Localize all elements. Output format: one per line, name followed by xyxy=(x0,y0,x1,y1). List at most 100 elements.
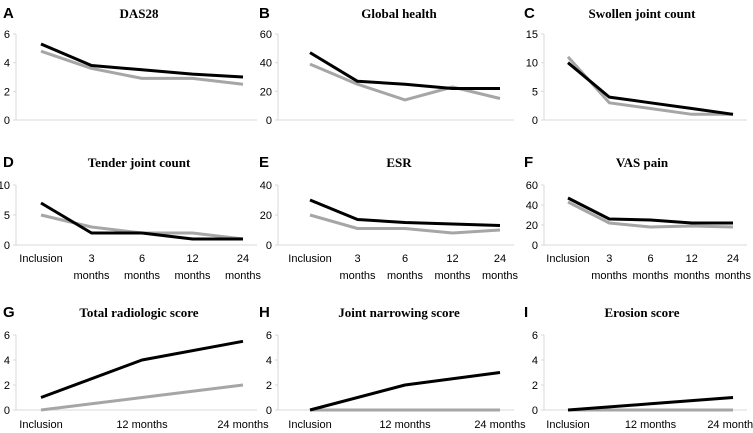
chart-title: VAS pain xyxy=(616,155,669,170)
y-tick-label: 2 xyxy=(532,380,538,392)
x-tick-label: Inclusion xyxy=(546,253,589,265)
y-tick-label: 2 xyxy=(4,86,10,98)
panel-letter: E xyxy=(259,154,269,171)
series-line-black xyxy=(567,61,734,116)
series-line-gray xyxy=(566,55,733,116)
panel-d: D Tender joint count 0 5 10 Inclusion 3 months 6… xyxy=(0,154,262,282)
x-tick-label: 24 months xyxy=(225,253,262,282)
y-tick-label: 0 xyxy=(266,115,272,127)
series-line-black xyxy=(309,51,500,90)
panel-h: H Joint narrowing score 0 2 4 6 Inclusion 12 mo… xyxy=(259,304,526,431)
x-tick-label: 6 months xyxy=(124,253,161,282)
y-tick-label: 40 xyxy=(526,200,538,212)
x-tick-label: 24 months xyxy=(707,419,753,431)
y-tick-label: 4 xyxy=(4,355,10,367)
y-tick-label: 0 xyxy=(266,405,272,417)
chart-title: Joint narrowing score xyxy=(338,305,460,320)
panel-letter: G xyxy=(3,304,15,321)
y-tick-label: 6 xyxy=(4,29,10,41)
chart-title: Erosion score xyxy=(605,305,680,320)
x-tick-label: Inclusion xyxy=(546,419,589,431)
chart-title: ESR xyxy=(386,155,412,170)
x-tick-label: 6 months xyxy=(632,253,669,282)
y-tick-label: 0 xyxy=(532,240,538,252)
y-tick-label: 2 xyxy=(4,380,10,392)
y-tick-label: 0 xyxy=(4,115,10,127)
y-tick-label: 6 xyxy=(266,330,272,342)
chart-title: DAS28 xyxy=(119,6,159,21)
y-tick-label: 40 xyxy=(260,58,272,70)
y-tick-label: 10 xyxy=(526,58,538,70)
x-tick-label: Inclusion xyxy=(19,253,62,265)
y-tick-label: 2 xyxy=(266,380,272,392)
x-tick-label: 24 months xyxy=(217,419,269,431)
x-tick-label: Inclusion xyxy=(288,419,331,431)
panel-e: E ESR 0 20 40 Inclusion 3 months 6 months 12 months… xyxy=(259,154,519,282)
panel-letter: I xyxy=(524,304,528,321)
panel-letter: A xyxy=(3,5,14,22)
x-tick-label: 12 months xyxy=(434,253,471,282)
series-line-gray xyxy=(567,200,734,229)
panel-c: C Swollen joint count 0 5 10 15 xyxy=(524,5,747,127)
series-line-black xyxy=(40,201,243,241)
x-tick-label: 3 months xyxy=(73,253,110,282)
y-tick-label: 6 xyxy=(4,330,10,342)
series-line-gray xyxy=(40,49,244,86)
y-tick-label: 0 xyxy=(532,115,538,127)
y-tick-label: 5 xyxy=(532,86,538,98)
y-tick-label: 10 xyxy=(0,180,10,192)
y-tick-label: 4 xyxy=(532,355,538,367)
panel-letter: F xyxy=(524,154,533,171)
chart-title: Swollen joint count xyxy=(589,6,697,21)
y-tick-label: 15 xyxy=(526,29,538,41)
y-tick-label: 4 xyxy=(4,58,10,70)
x-tick-label: 12 months xyxy=(379,419,431,431)
y-tick-label: 40 xyxy=(260,180,272,192)
series-line-black xyxy=(40,42,244,79)
y-tick-label: 60 xyxy=(260,29,272,41)
series-line-black xyxy=(40,339,244,399)
series-line-black xyxy=(567,196,733,225)
y-tick-label: 0 xyxy=(4,405,10,417)
x-tick-label: Inclusion xyxy=(19,419,62,431)
x-tick-label: Inclusion xyxy=(288,253,331,265)
x-tick-label: 12 months xyxy=(174,253,211,282)
x-tick-label: 3 months xyxy=(339,253,376,282)
series-line-black xyxy=(309,198,501,227)
series-line-gray xyxy=(309,213,501,235)
series-line-black xyxy=(567,396,734,412)
series-line-gray xyxy=(40,213,244,241)
chart-title: Tender joint count xyxy=(88,155,191,170)
series-line-black xyxy=(309,371,501,412)
y-tick-label: 20 xyxy=(260,86,272,98)
x-tick-label: 24 months xyxy=(482,253,519,282)
y-tick-label: 4 xyxy=(266,355,272,367)
y-tick-label: 0 xyxy=(532,405,538,417)
panel-letter: C xyxy=(524,5,535,22)
series-line-gray xyxy=(40,383,244,412)
series-line-gray xyxy=(309,62,501,102)
panel-letter: B xyxy=(259,5,270,22)
y-tick-label: 0 xyxy=(4,240,10,252)
y-tick-label: 20 xyxy=(526,220,538,232)
x-tick-label: 24 months xyxy=(474,419,526,431)
y-tick-label: 6 xyxy=(532,330,538,342)
x-tick-label: 6 months xyxy=(387,253,424,282)
x-tick-label: 12 months xyxy=(625,419,677,431)
panel-letter: H xyxy=(259,304,270,321)
panel-i: I Erosion score 0 2 4 6 Inclusion 12 months 24 m… xyxy=(524,304,753,431)
x-tick-label: 24 months xyxy=(715,253,752,282)
panel-letter: D xyxy=(3,154,14,171)
y-tick-label: 0 xyxy=(266,240,272,252)
chart-title: Total radiologic score xyxy=(79,305,198,320)
chart-title: Global health xyxy=(361,6,437,21)
y-tick-label: 5 xyxy=(4,210,10,222)
y-tick-label: 60 xyxy=(526,180,538,192)
x-tick-label: 12 months xyxy=(674,253,711,282)
panel-b: B Global health 0 20 40 60 xyxy=(259,5,514,127)
x-tick-label: 3 months xyxy=(591,253,628,282)
y-tick-label: 20 xyxy=(260,210,272,222)
x-tick-label: 12 months xyxy=(116,419,168,431)
